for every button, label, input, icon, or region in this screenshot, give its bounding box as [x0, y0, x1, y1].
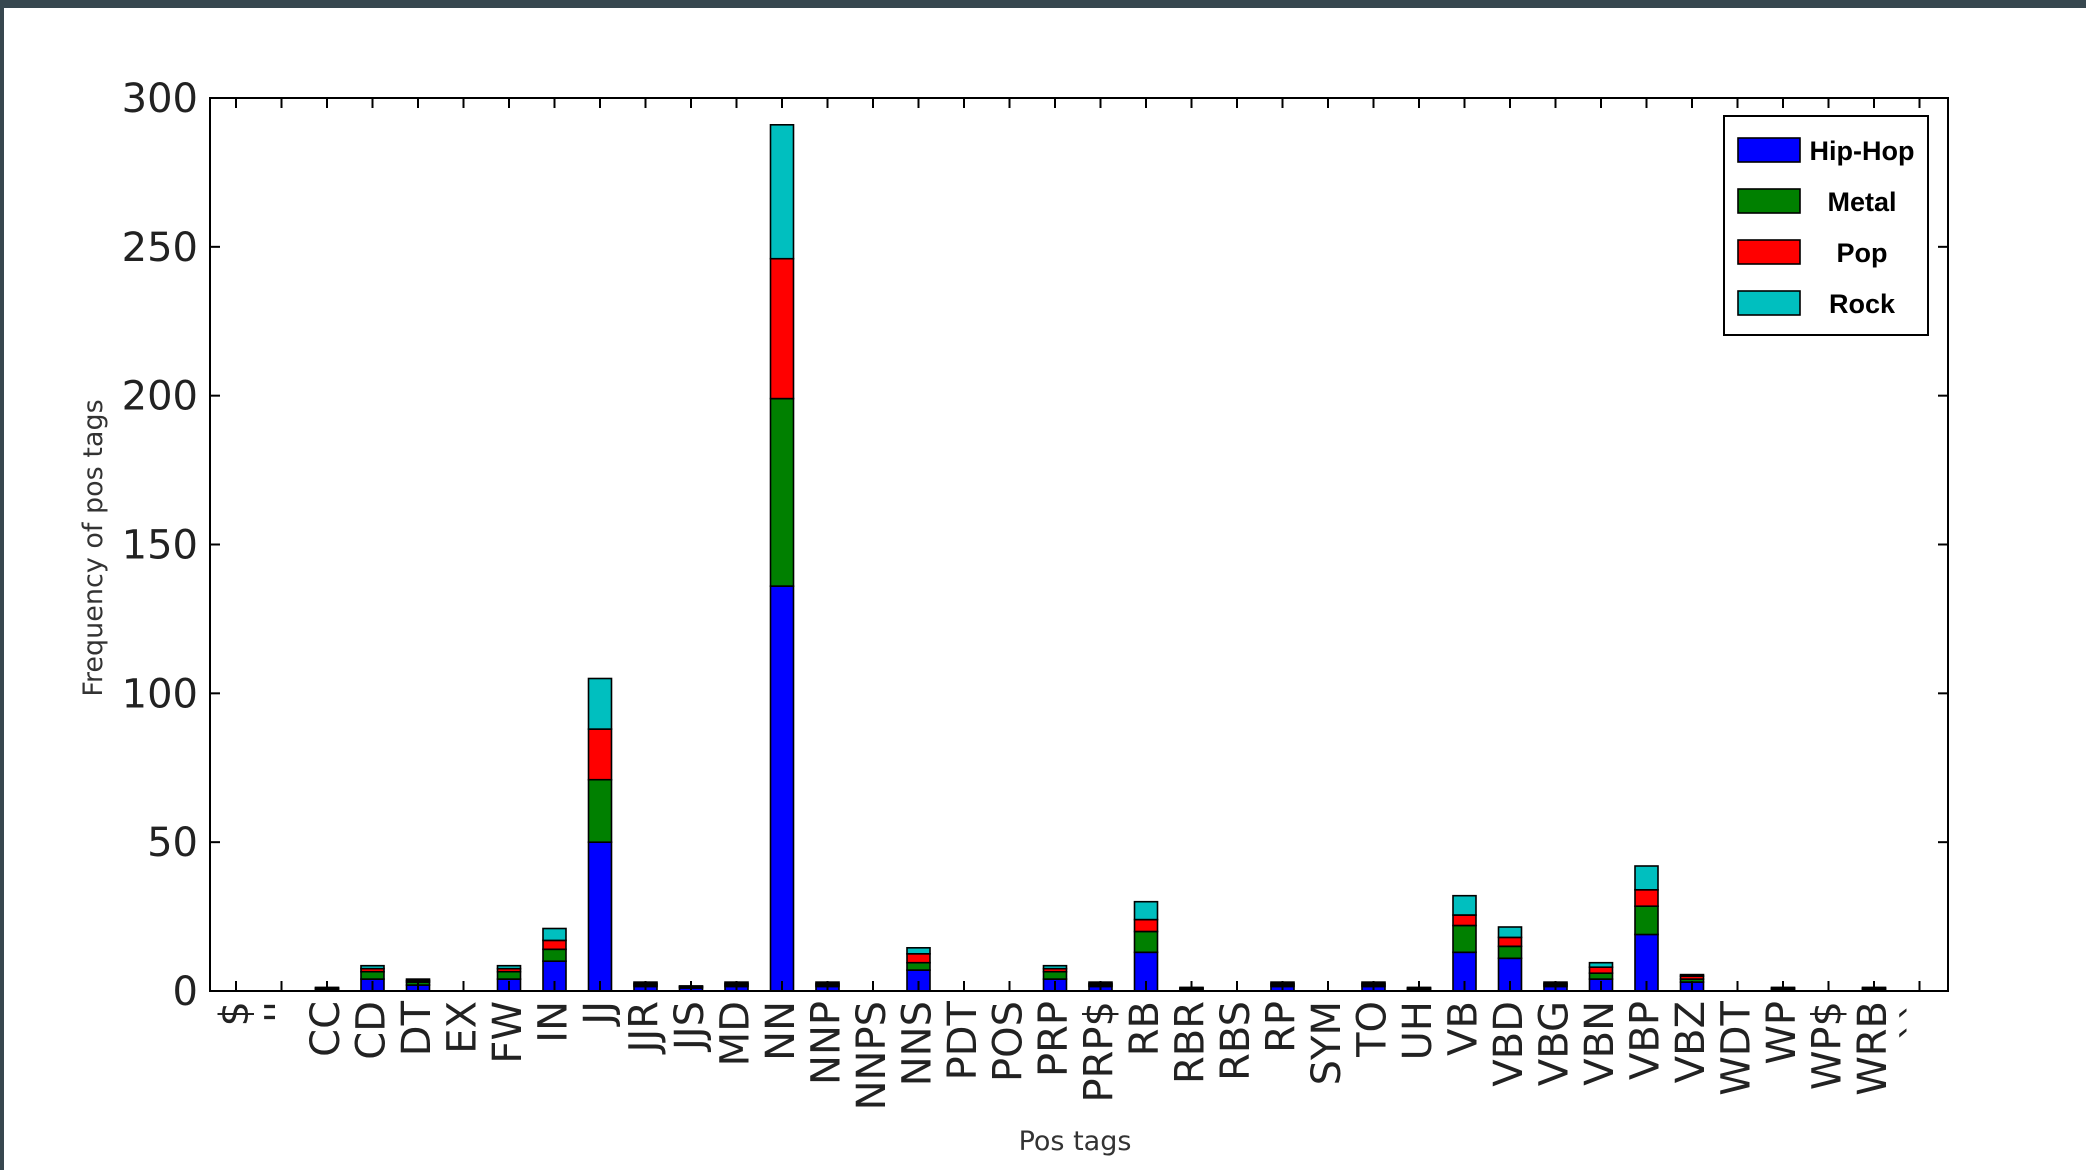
x-tick-label: UH [1395, 1001, 1441, 1060]
bar-segment-pop [1497, 936, 1523, 948]
legend-swatch [1737, 290, 1801, 316]
bar-segment-rock [1133, 900, 1159, 921]
x-axis-title: Pos tags [1019, 1126, 1132, 1157]
y-tick-label: 300 [122, 76, 198, 122]
stacked-bar-chart: 0 50 100 150 200 250 300 $ '' CC CD DT EX FW IN JJ JJR J… [78, 76, 1949, 1157]
bar-segment-rock [542, 927, 567, 942]
bar-segment-metal [496, 970, 522, 980]
bar-segment-rock [587, 677, 613, 730]
bar-segment-rock [1588, 961, 1614, 969]
bar-segment-metal [769, 397, 795, 587]
bar-segment-pop [1133, 918, 1159, 933]
legend-label: Hip-Hop [1810, 136, 1915, 166]
x-tick-label: IN [531, 1001, 577, 1043]
x-tick-label: NN [758, 1001, 804, 1061]
bar-segment-rock [1452, 894, 1477, 916]
x-tick-label: TO [1350, 1001, 1396, 1058]
bar-segment-rock [360, 964, 385, 970]
legend-label: Metal [1827, 187, 1896, 217]
x-tick-label: NNP [804, 1001, 850, 1085]
x-tick-label: PRP$ [1077, 1001, 1123, 1102]
y-axis-title: Frequency of pos tags [78, 399, 109, 696]
x-tick-label: VBP [1623, 1001, 1669, 1080]
bar-segment-metal [1042, 970, 1068, 980]
bar-segment-hip-hop [587, 841, 613, 992]
x-tick-label: DT [394, 1000, 440, 1056]
legend-swatch [1737, 188, 1801, 214]
bar-segment-rock [1679, 973, 1705, 977]
x-tick-label: VBN [1577, 1001, 1623, 1086]
bar-segment-metal [1634, 905, 1659, 936]
bar-segment-pop [1634, 888, 1659, 907]
x-tick-label: WRB [1850, 1001, 1896, 1096]
x-tick-label: NNPS [849, 1001, 895, 1110]
bar-segment-rock [405, 978, 431, 982]
bar-segment-pop [542, 939, 567, 951]
bar-segment-rock [496, 964, 522, 970]
legend-swatch [1737, 239, 1801, 265]
x-tick-label: VBG [1532, 1001, 1578, 1086]
x-tick-label: VBD [1486, 1001, 1532, 1087]
bar-segment-metal [542, 948, 567, 962]
bar-segment-hip-hop [769, 585, 795, 992]
bar-segment-metal [906, 961, 931, 971]
x-tick-label: '' [258, 1001, 304, 1023]
x-tick-label: CC [303, 1001, 349, 1057]
bar-segment-metal [1133, 930, 1159, 954]
bar-segment-metal [1452, 924, 1477, 954]
y-tick-label: 250 [122, 225, 198, 271]
x-tick-label: JJR [622, 1001, 668, 1055]
y-tick-label: 200 [122, 374, 198, 420]
x-tick-label: RB [1122, 1001, 1168, 1056]
bar-segment-pop [1452, 914, 1477, 927]
bar-segment-rock [906, 946, 931, 955]
x-tick-label: POS [986, 1001, 1032, 1082]
y-tick-label: 150 [122, 523, 198, 569]
bar-segment-pop [1588, 966, 1614, 975]
y-tick-label: 0 [173, 969, 198, 1015]
x-tick-label: SYM [1304, 1001, 1350, 1085]
legend: Hip-Hop Metal Pop Rock [1723, 115, 1929, 336]
y-axis: 0 50 100 150 200 250 300 [122, 76, 1948, 1015]
x-tick-label: FW [485, 1001, 531, 1064]
x-tick-label: RP [1259, 1001, 1305, 1053]
x-tick-label: VBZ [1668, 1001, 1714, 1083]
bar-segment-metal [1497, 945, 1523, 960]
x-tick-label: RBR [1168, 1001, 1214, 1084]
x-tick-label: $ [212, 1001, 258, 1026]
legend-label: Rock [1829, 289, 1896, 319]
x-tick-label: JJS [667, 1001, 713, 1053]
legend-swatch [1737, 137, 1801, 163]
bar-segment-rock [1634, 865, 1659, 891]
bar-segment-rock [769, 124, 795, 260]
x-tick-label: `` [1896, 1001, 1942, 1041]
y-tick-label: 100 [122, 671, 198, 717]
x-tick-label: NNS [895, 1001, 941, 1086]
x-tick-label: MD [713, 1001, 759, 1066]
x-tick-label: WP [1759, 1001, 1805, 1065]
x-tick-label: WP$ [1805, 1001, 1851, 1090]
plot-area [210, 98, 1948, 991]
bar-segment-metal [360, 970, 385, 980]
chart-frame: 0 50 100 150 200 250 300 $ '' CC CD DT EX FW IN JJ JJR J… [4, 8, 2086, 1170]
x-tick-label: VB [1441, 1001, 1487, 1056]
bar-segment-pop [587, 728, 613, 781]
x-tick-label: JJ [576, 1001, 622, 1028]
x-tick-label: EX [440, 1001, 486, 1054]
bar-segment-rock [1497, 926, 1523, 939]
x-tick-label: CD [349, 1001, 395, 1060]
legend-label: Pop [1837, 238, 1888, 268]
y-tick-label: 50 [147, 820, 198, 866]
x-tick-label: WDT [1714, 1000, 1760, 1095]
bar-segment-pop [769, 257, 795, 400]
bar-segment-rock [1042, 964, 1068, 970]
bar-segment-metal [587, 778, 613, 844]
x-tick-label: RBS [1213, 1001, 1259, 1081]
x-tick-label: PRP [1031, 1001, 1077, 1077]
bar-segment-pop [906, 952, 931, 964]
x-tick-label: PDT [940, 1000, 986, 1080]
x-axis: $ '' CC CD DT EX FW IN JJ JJR JJS MD NN NNP NNPS NNS PDT… [212, 98, 1942, 1110]
